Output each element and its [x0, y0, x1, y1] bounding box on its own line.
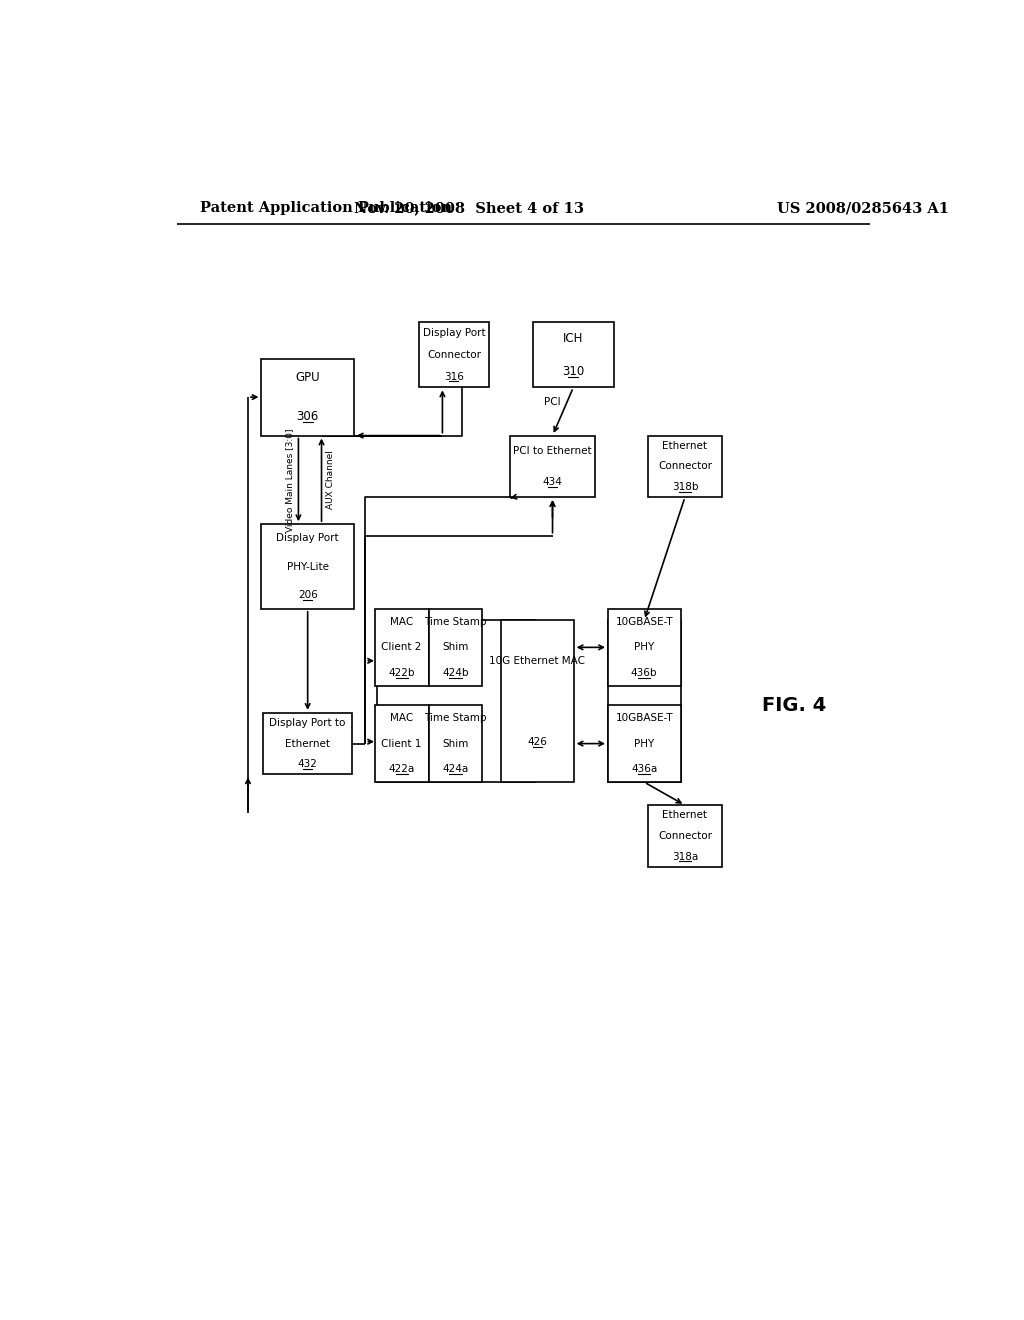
Text: 424b: 424b [442, 668, 469, 678]
Text: Ethernet: Ethernet [285, 739, 330, 748]
Text: AUX Channel: AUX Channel [327, 450, 335, 510]
Bar [375, 705, 429, 781]
Bar [607, 609, 681, 686]
Text: 316: 316 [444, 371, 464, 381]
Bar [501, 620, 573, 781]
Text: MAC: MAC [390, 713, 414, 723]
Text: Client 1: Client 1 [381, 739, 422, 748]
Text: PCI to Ethernet: PCI to Ethernet [513, 446, 592, 455]
Text: Connector: Connector [427, 350, 481, 360]
Text: PHY: PHY [634, 643, 654, 652]
Text: Connector: Connector [658, 832, 712, 841]
Bar [607, 705, 681, 781]
Bar [429, 609, 482, 686]
Text: Video Main Lanes [3:0]: Video Main Lanes [3:0] [285, 428, 294, 532]
Text: 426: 426 [527, 737, 547, 747]
Text: Client 2: Client 2 [381, 643, 422, 652]
Text: 422a: 422a [388, 764, 415, 775]
Text: Connector: Connector [658, 462, 712, 471]
Bar [377, 620, 535, 781]
Text: GPU: GPU [295, 371, 319, 384]
Bar [261, 524, 354, 609]
Text: 436b: 436b [631, 668, 657, 678]
Text: Shim: Shim [442, 739, 469, 748]
Text: 422b: 422b [388, 668, 415, 678]
Text: 206: 206 [298, 590, 317, 599]
Bar [263, 713, 352, 775]
Text: 436a: 436a [631, 764, 657, 775]
Text: 10GBASE-T: 10GBASE-T [615, 713, 673, 723]
Text: 318b: 318b [672, 482, 698, 492]
Text: ICH: ICH [563, 331, 584, 345]
Text: 310: 310 [562, 364, 585, 378]
Text: Time Stamp: Time Stamp [424, 713, 486, 723]
Text: PHY-Lite: PHY-Lite [287, 561, 329, 572]
Text: Display Port to: Display Port to [269, 718, 346, 729]
Text: 318a: 318a [672, 851, 698, 862]
Text: 306: 306 [297, 409, 318, 422]
Text: PCI: PCI [544, 397, 560, 408]
Text: Time Stamp: Time Stamp [424, 616, 486, 627]
Bar [375, 609, 429, 686]
Text: 10G Ethernet MAC: 10G Ethernet MAC [489, 656, 585, 665]
Bar [510, 436, 595, 498]
Text: 434: 434 [543, 477, 562, 487]
Text: Display Port: Display Port [423, 327, 485, 338]
Text: Display Port: Display Port [276, 533, 339, 544]
Text: Patent Application Publication: Patent Application Publication [200, 202, 452, 215]
Bar [419, 322, 488, 388]
Text: Ethernet: Ethernet [663, 810, 708, 821]
Text: MAC: MAC [390, 616, 414, 627]
Text: 432: 432 [298, 759, 317, 770]
Text: Nov. 20, 2008  Sheet 4 of 13: Nov. 20, 2008 Sheet 4 of 13 [354, 202, 585, 215]
Text: Shim: Shim [442, 643, 469, 652]
Text: PHY: PHY [634, 739, 654, 748]
Text: FIG. 4: FIG. 4 [762, 696, 826, 714]
Bar [608, 620, 681, 781]
Bar [261, 359, 354, 436]
Bar [648, 805, 722, 867]
Text: 10GBASE-T: 10GBASE-T [615, 616, 673, 627]
Bar [429, 705, 482, 781]
Bar [648, 436, 722, 498]
Bar [532, 322, 613, 388]
Text: Ethernet: Ethernet [663, 441, 708, 451]
Text: US 2008/0285643 A1: US 2008/0285643 A1 [777, 202, 949, 215]
Text: 424a: 424a [442, 764, 469, 775]
